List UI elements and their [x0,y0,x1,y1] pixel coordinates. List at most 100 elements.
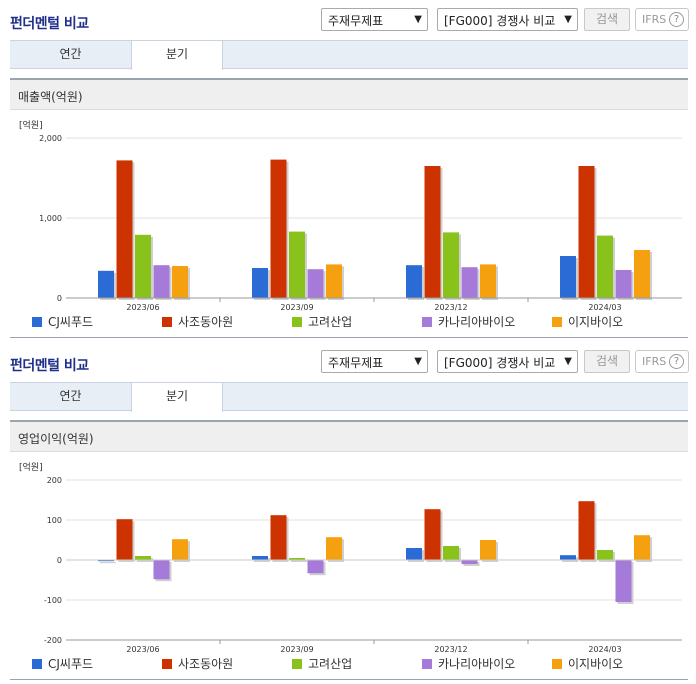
legend-label: CJ씨푸드 [48,315,94,329]
legend-label: 이지바이오 [568,315,624,329]
compare-select-value: [FG000] 경쟁사 비교 [444,14,556,28]
compare-select[interactable]: [FG000] 경쟁사 비교 ▼ [437,8,578,31]
statement-select[interactable]: 주재무제표 ▼ [321,8,428,31]
bar[interactable] [461,560,478,564]
bar[interactable] [424,166,441,298]
legend-item[interactable]: 고려산업 [292,313,352,330]
tab-annual[interactable]: 연간 [59,47,82,61]
section-title: 펀더멘털 비교 [10,358,89,374]
legend-swatch [422,317,432,327]
chart-header: 매출액(억원) [10,80,688,110]
legend-label: CJ씨푸드 [48,657,94,671]
legend-item[interactable]: 사조동아원 [162,313,233,330]
chevron-down-icon: ▼ [564,14,572,25]
bar[interactable] [252,268,268,298]
bar[interactable] [424,509,441,560]
tab-annual[interactable]: 연간 [59,389,82,403]
bar[interactable] [270,159,287,298]
bar[interactable] [135,556,151,560]
legend-label: 이지바이오 [568,657,624,671]
compare-select[interactable]: [FG000] 경쟁사 비교 ▼ [437,350,578,373]
legend-swatch [162,659,172,669]
tab-quarterly[interactable]: 분기 [131,41,223,70]
ifrs-button[interactable]: IFRS ? [635,8,689,31]
bar[interactable] [615,270,632,298]
y-tick-label: 1,000 [39,214,62,223]
ifrs-button[interactable]: IFRS ? [635,350,689,373]
bar[interactable] [116,519,133,560]
bar[interactable] [615,560,632,602]
unit-label: [억원] [19,121,43,131]
y-tick-label: 0 [57,294,62,303]
bar[interactable] [578,501,595,560]
bar[interactable] [597,550,613,560]
legend-item[interactable]: 카나리아바이오 [422,313,515,330]
chart-title: 영업이익(억원) [18,432,94,446]
legend-swatch [292,659,302,669]
help-icon[interactable]: ? [669,12,684,27]
legend-item[interactable]: 고려산업 [292,655,352,672]
bar[interactable] [443,232,459,298]
section-title: 펀더멘털 비교 [10,16,89,32]
legend-item[interactable]: CJ씨푸드 [32,655,93,672]
section-header: 펀더멘털 비교 주재무제표 ▼ [FG000] 경쟁사 비교 ▼ 검색 IFRS… [0,0,696,40]
operating-profit-bar-chart: -200 -100 0 100 200 2023/06 2023/09 2023/12 2024… [44,476,682,654]
bar[interactable] [153,560,170,580]
bar[interactable] [172,266,188,298]
legend-label: 고려산업 [308,657,353,671]
bar[interactable] [326,537,342,560]
bar[interactable] [135,234,151,298]
bar[interactable] [443,546,459,560]
legend-item[interactable]: 카나리아바이오 [422,655,515,672]
bar[interactable] [307,269,324,298]
bar[interactable] [289,558,305,560]
compare-select-value: [FG000] 경쟁사 비교 [444,356,556,370]
bar[interactable] [560,555,576,560]
ifrs-label: IFRS [642,13,667,26]
search-button[interactable]: 검색 [584,350,630,373]
bar[interactable] [406,265,422,298]
legend-item[interactable]: 이지바이오 [552,655,623,672]
unit-label: [억원] [19,463,43,473]
bar[interactable] [578,166,595,298]
bar[interactable] [480,540,496,560]
bar-shadow [291,560,307,562]
bar[interactable] [560,256,576,298]
x-tick-label: 2023/09 [280,303,313,312]
bar[interactable] [307,560,324,574]
bar[interactable] [153,265,170,298]
bar[interactable] [116,160,133,298]
chart-panel: 매출액(억원) [억원] 0 1,000 2,000 2023/06 2023/09 20… [10,78,688,338]
chart-panel: 영업이익(억원) [억원] -200 -100 0 100 200 2023/06 2023… [10,420,688,680]
bar[interactable] [98,270,114,298]
bar[interactable] [252,556,268,560]
bar[interactable] [634,250,650,298]
fundamental-section-revenue: 펀더멘털 비교 주재무제표 ▼ [FG000] 경쟁사 비교 ▼ 검색 IFRS… [0,0,696,338]
bar[interactable] [406,548,422,560]
search-button[interactable]: 검색 [584,8,630,31]
legend-item[interactable]: 이지바이오 [552,313,623,330]
statement-select[interactable]: 주재무제표 ▼ [321,350,428,373]
legend-item[interactable]: 사조동아원 [162,655,233,672]
legend-label: 사조동아원 [178,657,234,671]
bar[interactable] [270,515,287,560]
bar[interactable] [461,267,478,298]
help-icon[interactable]: ? [669,354,684,369]
bar[interactable] [480,264,496,298]
legend-item[interactable]: CJ씨푸드 [32,313,93,330]
chart-header: 영업이익(억원) [10,422,688,452]
chart-legend: CJ씨푸드 사조동아원 고려산업 카나리아바이오 이지바이오 [10,313,688,331]
y-tick-label: 2,000 [39,134,62,143]
bar[interactable] [98,560,114,562]
bar[interactable] [326,264,342,298]
bar[interactable] [634,535,650,560]
ifrs-label: IFRS [642,355,667,368]
bar[interactable] [172,539,188,560]
legend-swatch [292,317,302,327]
tab-quarterly[interactable]: 분기 [131,383,223,412]
bar[interactable] [289,231,305,298]
chart-title: 매출액(억원) [18,90,83,104]
bar[interactable] [597,235,613,298]
statement-select-value: 주재무제표 [328,14,384,28]
bar-shadow [100,562,116,564]
